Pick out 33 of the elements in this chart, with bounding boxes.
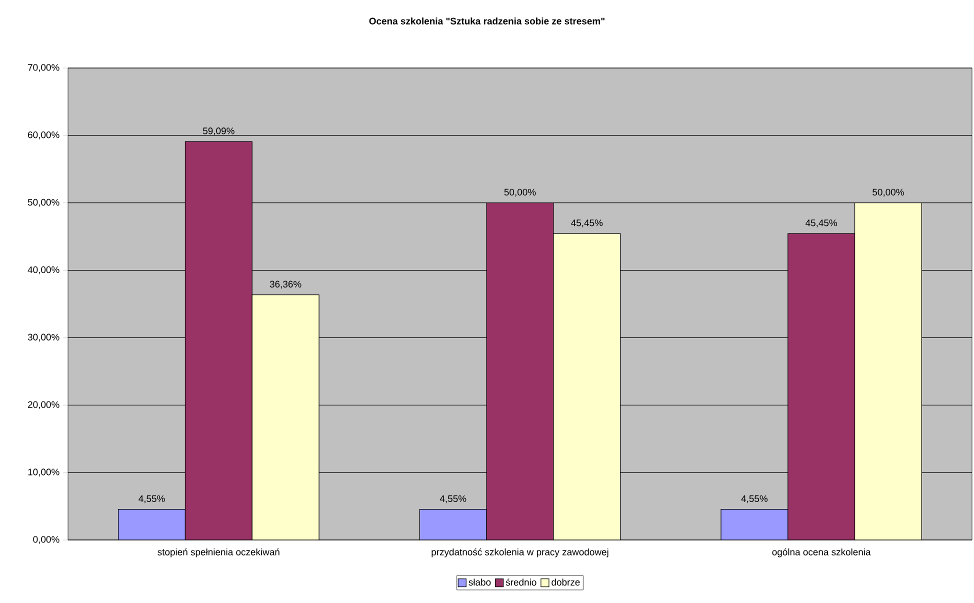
bar [252, 294, 320, 540]
y-tick-label: 30,00% [28, 334, 60, 342]
data-label: 50,00% [872, 188, 904, 197]
bar [486, 202, 554, 540]
data-label: 36,36% [270, 280, 302, 289]
y-tick-label: 10,00% [28, 468, 60, 476]
legend-label: dobrze [552, 578, 580, 586]
x-tick-label: stopień spełnienia oczekiwań [158, 548, 280, 558]
data-label: 4,55% [741, 495, 768, 504]
y-tick-label: 50,00% [28, 198, 60, 207]
bar [720, 509, 788, 540]
y-tick-label: 20,00% [28, 401, 60, 410]
bar [553, 233, 621, 540]
bar [184, 141, 252, 540]
data-label: 50,00% [504, 188, 536, 197]
data-label: 59,09% [203, 128, 234, 136]
bar [854, 202, 922, 540]
bar [419, 509, 487, 540]
y-tick-label: 0,00% [33, 536, 60, 544]
legend-label: średnio [506, 578, 536, 586]
data-label: 45,45% [806, 220, 838, 228]
x-tick-label: ogólna ocena szkolenia [772, 548, 871, 558]
legend-label: słabo [468, 578, 491, 586]
data-label: 4,55% [138, 495, 165, 504]
y-tick-label: 70,00% [28, 64, 60, 72]
x-tick-label: przydatność szkolenia w pracy zawodowej [432, 548, 608, 558]
chart-title: Ocena szkolenia "Sztuka radzenia sobie ze stresem" [369, 18, 604, 24]
data-label: 45,45% [571, 220, 603, 228]
data-label: 4,55% [440, 495, 466, 504]
bar [788, 233, 856, 540]
y-tick-label: 40,00% [28, 266, 60, 274]
bar [118, 509, 186, 540]
y-tick-label: 60,00% [28, 132, 60, 140]
